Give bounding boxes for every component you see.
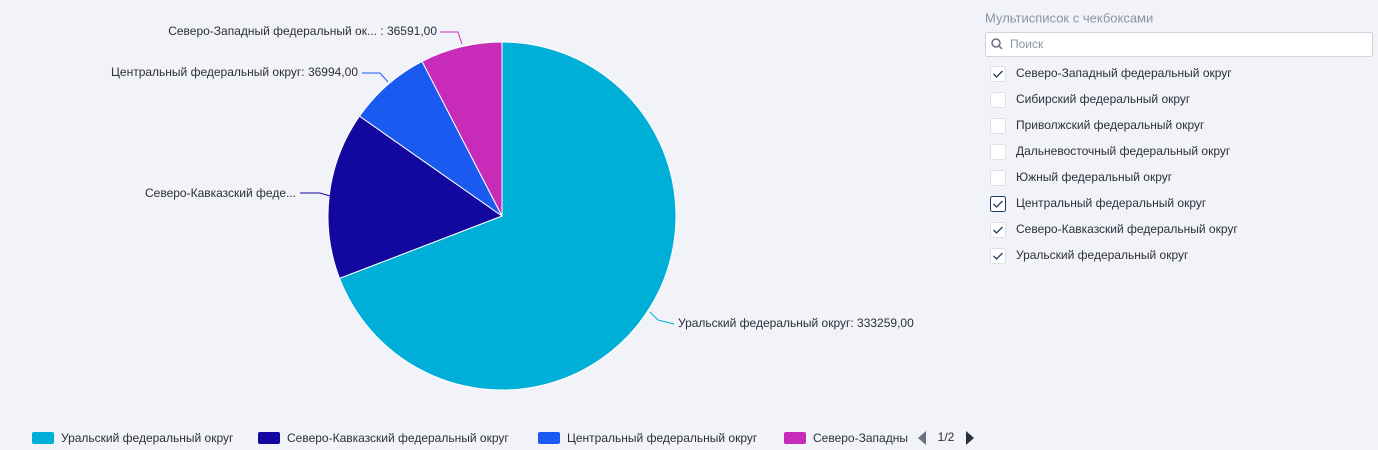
legend-next[interactable]: [966, 431, 974, 445]
checkbox[interactable]: [990, 248, 1006, 264]
checkmark: [993, 70, 1003, 78]
filter-title: Мультисписок с чекбоксами: [985, 10, 1153, 25]
legend-swatch: [32, 432, 54, 444]
checkbox[interactable]: [990, 92, 1006, 108]
search-icon: [998, 45, 1003, 50]
checkbox-label[interactable]: Северо-Западный федеральный округ: [1016, 66, 1232, 80]
legend: Уральский федеральный округ Северо-Кавказ…: [32, 431, 1029, 445]
checkbox[interactable]: [990, 144, 1006, 160]
data-label: Уральский федеральный округ: 333259,00: [678, 316, 914, 330]
checkmark: [993, 226, 1003, 234]
leader-line: [649, 311, 675, 325]
data-label: Центральный федеральный округ: 36994,00: [111, 65, 358, 79]
checkbox[interactable]: [990, 118, 1006, 134]
checkmark: [993, 200, 1003, 208]
leader-line: [440, 31, 463, 45]
data-label: Северо-Кавказский феде...: [145, 186, 296, 200]
checkbox-label[interactable]: Уральский федеральный округ: [1016, 248, 1189, 262]
checkbox-label[interactable]: Северо-Кавказский федеральный округ: [1016, 222, 1238, 236]
checkbox-label[interactable]: Сибирский федеральный округ: [1016, 92, 1191, 106]
legend-swatch: [784, 432, 806, 444]
checkbox-label[interactable]: Центральный федеральный округ: [1016, 196, 1207, 210]
search-icon: [991, 38, 1001, 48]
checkbox[interactable]: [990, 222, 1006, 238]
pie-slice: [338, 41, 677, 391]
checkbox[interactable]: [990, 66, 1006, 82]
checkbox-list: Северо-Западный федеральный округ Сибирск…: [990, 66, 1238, 264]
legend-swatch: [258, 432, 280, 444]
data-label: Северо-Западный федеральный ок... : 3659…: [168, 24, 437, 38]
legend-label[interactable]: Центральный федеральный округ: [567, 431, 758, 445]
checkmark: [993, 252, 1003, 260]
checkbox[interactable]: [990, 170, 1006, 186]
legend-swatch: [538, 432, 560, 444]
checkbox[interactable]: [990, 196, 1006, 212]
leader-line: [362, 72, 389, 83]
search-placeholder: Поиск: [1010, 37, 1044, 51]
leader-line: [300, 192, 331, 197]
legend-prev[interactable]: [918, 431, 926, 445]
legend-page: 1/2: [938, 430, 955, 444]
legend-label[interactable]: Северо-Западный федеральный округ: [813, 431, 1029, 445]
checkbox-label[interactable]: Дальневосточный федеральный округ: [1016, 144, 1231, 158]
legend-label[interactable]: Уральский федеральный округ: [61, 431, 234, 445]
search-box[interactable]: [985, 32, 1373, 57]
pie-chart: [327, 41, 677, 391]
checkbox-label[interactable]: Приволжский федеральный округ: [1016, 118, 1205, 132]
checkbox-label[interactable]: Южный федеральный округ: [1016, 170, 1173, 184]
legend-label[interactable]: Северо-Кавказский федеральный округ: [287, 431, 509, 445]
pie-slice: [421, 41, 503, 217]
pie-slice: [327, 115, 504, 280]
